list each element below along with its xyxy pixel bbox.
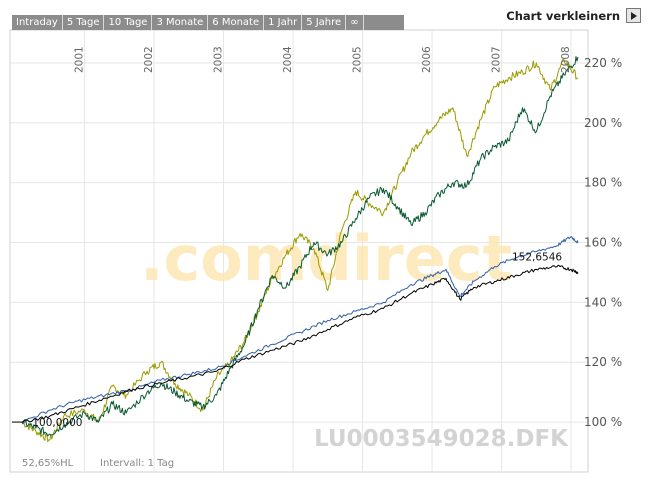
footer-left-text: 52,65%HL xyxy=(22,458,74,469)
y-tick-label: 140 % xyxy=(584,295,622,309)
y-tick-label: 120 % xyxy=(584,355,622,369)
x-tick-label: 2005 xyxy=(352,46,364,73)
watermark-symbol: LU0003549028.DFK xyxy=(314,426,569,452)
shrink-chart-control[interactable]: Chart verkleinern xyxy=(506,8,641,23)
tab-10-tage[interactable]: 10 Tage xyxy=(104,15,153,30)
y-tick-label: 100 % xyxy=(584,415,622,429)
x-tick-label: 2007 xyxy=(491,46,503,73)
x-tick-label: 2001 xyxy=(74,46,86,73)
grid xyxy=(10,30,588,472)
timeframe-tabs: Intraday 5 Tage 10 Tage 3 Monate 6 Monat… xyxy=(12,15,404,30)
y-tick-label: 200 % xyxy=(584,116,622,130)
shrink-chart-label[interactable]: Chart verkleinern xyxy=(506,8,620,23)
tab-5-tage[interactable]: 5 Tage xyxy=(63,15,105,30)
x-tick-label: 2003 xyxy=(213,46,225,73)
axis-labels: 100 % 120 % 140 % 160 % 180 % 200 % 220 % 2001 2… xyxy=(32,46,622,429)
shrink-chart-button[interactable] xyxy=(626,8,641,23)
x-tick-label: 2008 xyxy=(560,46,572,73)
tab-6-monate[interactable]: 6 Monate xyxy=(208,15,265,30)
tab-max[interactable]: ∞ xyxy=(346,15,364,30)
series-line-1 xyxy=(21,56,579,437)
tab-intraday[interactable]: Intraday xyxy=(12,15,63,30)
y-tick-label: 220 % xyxy=(584,56,622,70)
footer-interval-text: Intervall: 1 Tag xyxy=(100,458,174,469)
data-label: 152,6546 xyxy=(512,252,562,264)
tab-1-jahr[interactable]: 1 Jahr xyxy=(264,15,303,30)
y-tick-label: 180 % xyxy=(584,176,622,190)
y-tick-label: 160 % xyxy=(584,236,622,250)
play-arrow-icon xyxy=(631,11,637,20)
x-tick-label: 2004 xyxy=(282,46,294,73)
x-tick-label: 2006 xyxy=(421,46,433,73)
tab-5-jahre[interactable]: 5 Jahre xyxy=(302,15,347,30)
data-label: 100,0000 xyxy=(32,417,82,429)
series-line-3 xyxy=(21,264,579,423)
x-tick-label: 2002 xyxy=(143,46,155,73)
tab-3-monate[interactable]: 3 Monate xyxy=(152,15,209,30)
series-lines xyxy=(12,56,579,443)
